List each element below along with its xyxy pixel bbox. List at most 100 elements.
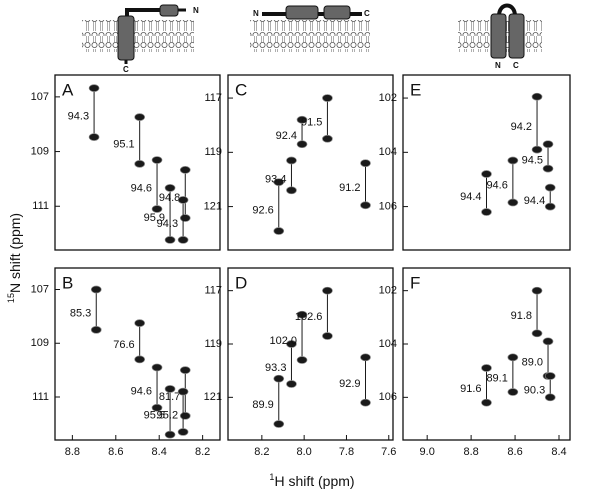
peak xyxy=(164,184,176,192)
peak xyxy=(481,208,492,216)
peak xyxy=(542,140,554,149)
x-tick-label: 8.2 xyxy=(195,446,210,458)
peak xyxy=(360,353,371,362)
coupling-label: 94.3 xyxy=(157,218,178,230)
coupling-label: 91.2 xyxy=(339,182,360,194)
x-tick-label: 8.8 xyxy=(65,446,80,458)
panel-letter: E xyxy=(410,80,421,99)
y-tick-label: 104 xyxy=(379,146,397,158)
peak xyxy=(322,332,333,340)
panel-frame xyxy=(402,74,571,251)
y-tick-label: 117 xyxy=(204,285,222,297)
y-tick-label: 111 xyxy=(32,391,49,403)
y-tick-label: 121 xyxy=(204,200,222,212)
coupling-label: 93.3 xyxy=(265,362,286,374)
coupling-label: 94.6 xyxy=(486,179,507,191)
coupling-label: 92.6 xyxy=(252,204,273,216)
peak xyxy=(164,430,176,439)
coupling-label: 94.4 xyxy=(524,195,545,207)
x-tick-label: 9.0 xyxy=(420,446,435,458)
coupling-label: 89.9 xyxy=(252,399,273,411)
coupling-label: 95.2 xyxy=(157,410,178,422)
terminus-label: N xyxy=(253,9,259,18)
peak xyxy=(286,186,297,195)
x-tick-label: 8.4 xyxy=(551,446,566,458)
peak xyxy=(531,145,543,154)
terminus-label: C xyxy=(513,61,519,70)
y-tick-label: 106 xyxy=(379,200,397,212)
peak xyxy=(134,113,146,121)
panel-frame xyxy=(54,267,221,441)
y-tick-label: 117 xyxy=(204,92,222,104)
y-tick-label: 119 xyxy=(204,338,222,350)
peak xyxy=(179,166,191,174)
y-tick-label: 111 xyxy=(32,200,49,212)
peak xyxy=(544,202,556,211)
peak xyxy=(90,285,102,294)
x-tick-label: 7.6 xyxy=(381,446,396,458)
peak xyxy=(177,196,189,204)
peak xyxy=(177,428,189,436)
coupling-label: 94.3 xyxy=(68,111,89,123)
peak xyxy=(322,134,333,143)
panel-frame xyxy=(54,74,221,251)
y-tick-label: 102 xyxy=(379,285,397,297)
peak xyxy=(507,198,519,207)
coupling-label: 102.6 xyxy=(295,311,323,323)
peak xyxy=(134,355,146,364)
coupling-label: 92.4 xyxy=(276,130,297,142)
peak xyxy=(88,133,100,141)
peak xyxy=(296,115,308,124)
peak xyxy=(507,156,519,165)
peak xyxy=(286,380,297,388)
peak xyxy=(90,325,102,334)
peak xyxy=(531,92,543,101)
peak xyxy=(179,411,191,420)
y-tick-label: 119 xyxy=(204,146,222,158)
coupling-label: 91.8 xyxy=(511,310,532,322)
peak xyxy=(544,393,556,402)
coupling-label: 94.5 xyxy=(522,154,543,166)
peak xyxy=(134,160,146,168)
coupling-label: 94.4 xyxy=(460,191,481,203)
coupling-label: 89.0 xyxy=(522,357,543,369)
peak xyxy=(481,364,492,372)
peak xyxy=(322,286,333,295)
peak xyxy=(151,156,163,164)
terminus-label: C xyxy=(123,65,129,74)
panel-letter: B xyxy=(62,273,73,292)
x-tick-label: 8.6 xyxy=(507,446,522,458)
peak xyxy=(360,398,371,407)
coupling-label: 93.4 xyxy=(265,173,286,185)
peak xyxy=(179,366,191,374)
peak xyxy=(507,353,519,362)
peak xyxy=(531,329,543,338)
terminus-label: C xyxy=(364,9,370,18)
panel-letter: A xyxy=(62,80,74,99)
y-tick-label: 109 xyxy=(31,337,49,349)
y-tick-label: 107 xyxy=(31,91,49,103)
peak xyxy=(322,94,333,102)
topology-cartoon: N C xyxy=(458,3,542,70)
y-tick-label: 109 xyxy=(31,145,49,157)
peak xyxy=(273,374,285,383)
coupling-label: 85.3 xyxy=(70,308,91,320)
coupling-label: 90.3 xyxy=(524,385,545,397)
x-tick-label: 8.2 xyxy=(254,446,269,458)
peak xyxy=(273,420,285,428)
peak xyxy=(542,164,554,173)
peak xyxy=(164,385,176,393)
panel-frame xyxy=(402,267,571,441)
x-tick-label: 8.4 xyxy=(152,446,167,458)
peak xyxy=(134,319,146,327)
peak xyxy=(273,227,285,235)
peak xyxy=(151,363,163,372)
peak xyxy=(544,183,556,192)
peak xyxy=(296,140,308,149)
peak xyxy=(296,310,308,319)
peak xyxy=(164,236,176,244)
panel-letter: F xyxy=(410,273,420,292)
peak xyxy=(286,340,297,348)
peak xyxy=(544,372,556,380)
